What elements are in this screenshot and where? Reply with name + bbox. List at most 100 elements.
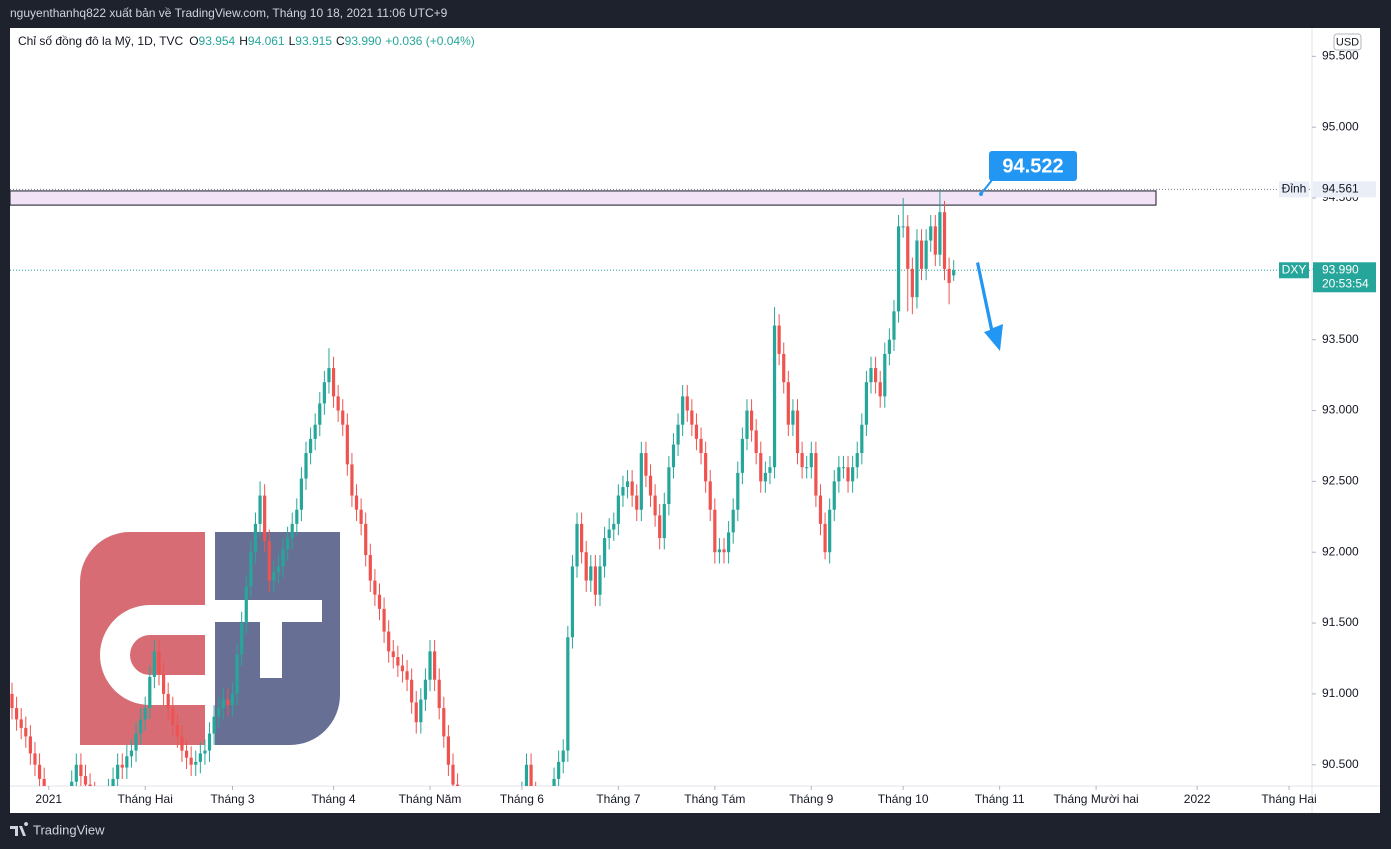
candle-body <box>143 708 147 720</box>
candle-body <box>203 750 207 754</box>
line-name: DXY <box>1282 262 1307 276</box>
candle-body <box>809 453 813 468</box>
countdown: 20:53:54 <box>1322 276 1369 290</box>
legend-field-label: H <box>239 34 248 48</box>
candle-body <box>639 453 643 510</box>
x-tick-label: Tháng Tám <box>684 792 745 806</box>
candle-body <box>387 631 391 652</box>
candle-body <box>354 495 359 510</box>
candle-body <box>713 509 717 553</box>
candle-body <box>37 764 42 779</box>
legend-field-label: O <box>189 34 198 48</box>
candle-body <box>152 651 157 677</box>
publisher: nguyenthanhq822 xuất bản về TradingView.… <box>10 6 448 20</box>
candle-body <box>377 594 382 609</box>
candle-body <box>915 240 919 298</box>
candle-body <box>671 444 676 468</box>
arrow <box>976 262 1003 351</box>
x-tick-label: Tháng 4 <box>312 792 356 806</box>
candle-body <box>892 311 896 340</box>
callout-box <box>989 151 1077 181</box>
candle-body <box>198 753 202 762</box>
legend: Chỉ số đồng đô la Mỹ, 1D, TVC O93.954 H94.… <box>18 34 475 48</box>
footer-logo <box>10 822 29 836</box>
candle-body <box>272 572 276 581</box>
candle-body <box>777 325 781 354</box>
candle-body <box>299 478 303 510</box>
candle-body <box>919 240 924 269</box>
candle-body <box>676 424 680 445</box>
candle-body <box>129 750 134 757</box>
candle-body <box>786 382 790 425</box>
candle-body <box>364 523 368 556</box>
candle-body <box>883 353 887 397</box>
candle-body <box>607 529 611 539</box>
candle-body <box>230 693 235 706</box>
candle-body <box>451 764 455 785</box>
legend-field-label: C <box>336 34 345 48</box>
candle-body <box>593 566 597 595</box>
candle-body <box>731 509 735 533</box>
price-label-box <box>1313 181 1376 198</box>
candle-body <box>818 495 823 524</box>
candle-body <box>754 430 758 454</box>
candle-body <box>947 268 951 284</box>
candle-body <box>740 438 744 473</box>
candle-body <box>226 699 230 706</box>
candle-body <box>350 464 354 496</box>
candle-body <box>924 240 928 269</box>
currency: USD <box>1336 36 1359 48</box>
candle-body <box>717 549 722 553</box>
candle-body <box>906 226 910 269</box>
candle-body <box>74 764 78 782</box>
candle-body <box>437 679 441 709</box>
candle-body <box>171 708 175 726</box>
candle-body <box>318 403 322 425</box>
candle-body <box>281 549 285 567</box>
candle-body <box>763 472 767 482</box>
candle-body <box>134 733 138 751</box>
candle-body <box>446 736 450 765</box>
candle-body <box>428 651 432 680</box>
x-tick-label: Tháng 10 <box>878 792 929 806</box>
candle-body <box>791 410 795 425</box>
candle-body <box>10 693 14 709</box>
price-label: 94.561 <box>1322 182 1359 196</box>
candle-body <box>391 651 395 658</box>
candle-body <box>933 226 937 255</box>
legend-symbol: Chỉ số đồng đô la Mỹ, 1D, TVC <box>18 34 184 48</box>
x-tick-label: 2022 <box>1184 792 1211 806</box>
candle-body <box>184 750 189 758</box>
candle-body <box>795 410 800 454</box>
overlay: 94.522 <box>976 151 1077 351</box>
line-name-box <box>1279 262 1309 279</box>
candle-body <box>561 750 565 762</box>
candle-body <box>120 764 124 768</box>
candle-body <box>419 699 423 723</box>
candle-body <box>952 270 956 276</box>
candle-body <box>139 719 143 734</box>
candle-body <box>580 523 584 553</box>
candle-body <box>373 580 377 595</box>
candle-body <box>690 410 694 425</box>
candle-body <box>33 753 37 765</box>
candle-body <box>602 538 607 567</box>
candle-body <box>630 481 634 496</box>
candle-body <box>253 523 258 553</box>
candle-body <box>308 438 313 454</box>
price-label: 93.990 <box>1322 262 1359 276</box>
line-name-box <box>1279 181 1309 198</box>
candle-body <box>694 424 699 439</box>
candle-body <box>653 495 657 516</box>
candle-body <box>207 733 212 751</box>
candle-body <box>552 778 556 786</box>
candle-body <box>161 674 166 694</box>
candle-body <box>704 453 708 482</box>
y-tick-label: 92.500 <box>1322 474 1359 488</box>
candle-body <box>455 784 460 786</box>
candle-body <box>566 637 570 751</box>
candle-body <box>745 410 749 439</box>
candle-body <box>782 353 786 383</box>
candle-body <box>644 453 648 476</box>
